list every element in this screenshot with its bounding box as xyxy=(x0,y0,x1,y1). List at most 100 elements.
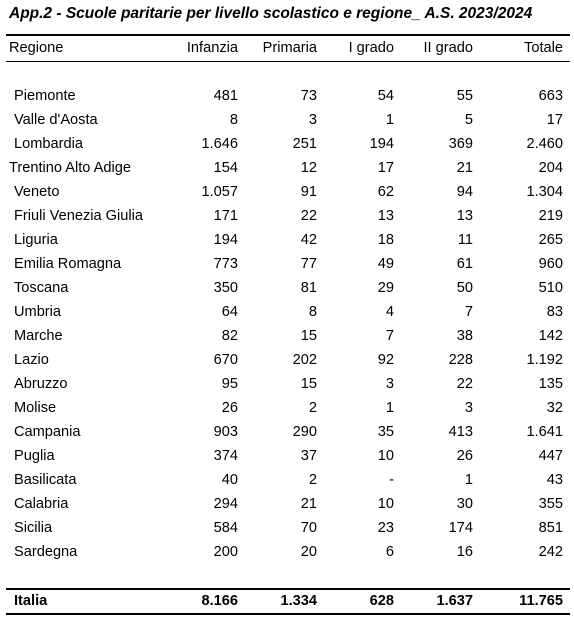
totale-cell: 265 xyxy=(538,232,563,248)
table-row: Umbria 64 8 4 7 83 xyxy=(0,300,574,324)
table-row: Veneto 1.057 91 62 94 1.304 xyxy=(0,180,574,204)
region-cell: Sardegna xyxy=(14,544,78,560)
total-ii-grado: 1.637 xyxy=(436,593,473,609)
region-cell: Sicilia xyxy=(14,520,53,536)
infanzia-cell: 350 xyxy=(213,280,238,296)
ii-grado-cell: 94 xyxy=(456,184,473,200)
table-row: Trentino Alto Adige 154 12 17 21 204 xyxy=(0,156,574,180)
infanzia-cell: 40 xyxy=(221,472,238,488)
infanzia-cell: 1.646 xyxy=(201,136,238,152)
primaria-cell: 290 xyxy=(292,424,317,440)
table-row: Sardegna 200 20 6 16 242 xyxy=(0,540,574,564)
infanzia-cell: 64 xyxy=(221,304,238,320)
i-grado-cell: 4 xyxy=(385,304,394,320)
totale-cell: 242 xyxy=(538,544,563,560)
table-row: Piemonte 481 73 54 55 663 xyxy=(0,84,574,108)
region-cell: Campania xyxy=(14,424,81,440)
ii-grado-cell: 61 xyxy=(456,256,473,272)
region-cell: Emilia Romagna xyxy=(14,256,122,272)
totale-cell: 32 xyxy=(546,400,563,416)
totale-cell: 135 xyxy=(538,376,563,392)
header-infanzia: Infanzia xyxy=(186,40,238,56)
ii-grado-cell: 5 xyxy=(464,112,473,128)
i-grado-cell: 35 xyxy=(377,424,394,440)
i-grado-cell: 17 xyxy=(377,160,394,176)
ii-grado-cell: 22 xyxy=(456,376,473,392)
table-row: Lombardia 1.646 251 194 369 2.460 xyxy=(0,132,574,156)
region-cell: Lazio xyxy=(14,352,49,368)
infanzia-cell: 481 xyxy=(213,88,238,104)
header-ii-grado: II grado xyxy=(423,40,474,56)
primaria-cell: 2 xyxy=(308,400,317,416)
table-row: Basilicata 40 2 - 1 43 xyxy=(0,468,574,492)
total-totale: 11.765 xyxy=(519,593,563,609)
region-cell: Calabria xyxy=(14,496,69,512)
ii-grado-cell: 21 xyxy=(456,160,473,176)
primaria-cell: 8 xyxy=(308,304,317,320)
header-row: Regione Infanzia Primaria I grado II gra… xyxy=(0,36,574,60)
i-grado-cell: 29 xyxy=(377,280,394,296)
region-cell: Puglia xyxy=(14,448,55,464)
totale-cell: 204 xyxy=(538,160,563,176)
header-totale: Totale xyxy=(524,40,563,56)
infanzia-cell: 194 xyxy=(213,232,238,248)
i-grado-cell: 10 xyxy=(377,496,394,512)
region-cell: Umbria xyxy=(14,304,62,320)
totale-cell: 447 xyxy=(538,448,563,464)
infanzia-cell: 8 xyxy=(229,112,238,128)
i-grado-cell: 1 xyxy=(385,112,394,128)
infanzia-cell: 670 xyxy=(213,352,238,368)
primaria-cell: 77 xyxy=(300,256,317,272)
totale-cell: 1.192 xyxy=(526,352,563,368)
primaria-cell: 42 xyxy=(300,232,317,248)
ii-grado-cell: 7 xyxy=(464,304,473,320)
table-row: Molise 26 2 1 3 32 xyxy=(0,396,574,420)
primaria-cell: 2 xyxy=(308,472,317,488)
primaria-cell: 15 xyxy=(300,328,317,344)
i-grado-cell: 194 xyxy=(369,136,394,152)
i-grado-cell: 3 xyxy=(385,376,394,392)
table-row: Emilia Romagna 773 77 49 61 960 xyxy=(0,252,574,276)
header-rule xyxy=(6,61,570,62)
table-row: Sicilia 584 70 23 174 851 xyxy=(0,516,574,540)
table-row: Puglia 374 37 10 26 447 xyxy=(0,444,574,468)
table-row: Valle d'Aosta 8 3 1 5 17 xyxy=(0,108,574,132)
primaria-cell: 3 xyxy=(308,112,317,128)
totale-cell: 1.641 xyxy=(526,424,563,440)
totale-cell: 1.304 xyxy=(526,184,563,200)
totale-cell: 663 xyxy=(538,88,563,104)
region-cell: Toscana xyxy=(14,280,69,296)
ii-grado-cell: 1 xyxy=(464,472,473,488)
ii-grado-cell: 55 xyxy=(456,88,473,104)
region-cell: Liguria xyxy=(14,232,58,248)
i-grado-cell: 6 xyxy=(385,544,394,560)
primaria-cell: 70 xyxy=(300,520,317,536)
total-row: Italia 8.166 1.334 628 1.637 11.765 xyxy=(0,589,574,613)
primaria-cell: 202 xyxy=(292,352,317,368)
primaria-cell: 251 xyxy=(292,136,317,152)
ii-grado-cell: 228 xyxy=(448,352,473,368)
primaria-cell: 21 xyxy=(300,496,317,512)
region-cell: Abruzzo xyxy=(14,376,68,392)
region-cell: Marche xyxy=(14,328,63,344)
totale-cell: 17 xyxy=(546,112,563,128)
i-grado-cell: 10 xyxy=(377,448,394,464)
region-cell: Molise xyxy=(14,400,57,416)
infanzia-cell: 903 xyxy=(213,424,238,440)
totale-cell: 43 xyxy=(546,472,563,488)
ii-grado-cell: 11 xyxy=(457,232,473,248)
i-grado-cell: 54 xyxy=(377,88,394,104)
header-primaria: Primaria xyxy=(262,40,317,56)
i-grado-cell: 1 xyxy=(385,400,394,416)
infanzia-cell: 26 xyxy=(221,400,238,416)
infanzia-cell: 1.057 xyxy=(201,184,238,200)
i-grado-cell: 13 xyxy=(377,208,394,224)
ii-grado-cell: 174 xyxy=(448,520,473,536)
header-i-grado: I grado xyxy=(348,40,394,56)
totale-cell: 219 xyxy=(538,208,563,224)
i-grado-cell: 62 xyxy=(377,184,394,200)
i-grado-cell: 18 xyxy=(377,232,394,248)
total-rule xyxy=(6,588,570,590)
ii-grado-cell: 13 xyxy=(456,208,473,224)
infanzia-cell: 374 xyxy=(213,448,238,464)
